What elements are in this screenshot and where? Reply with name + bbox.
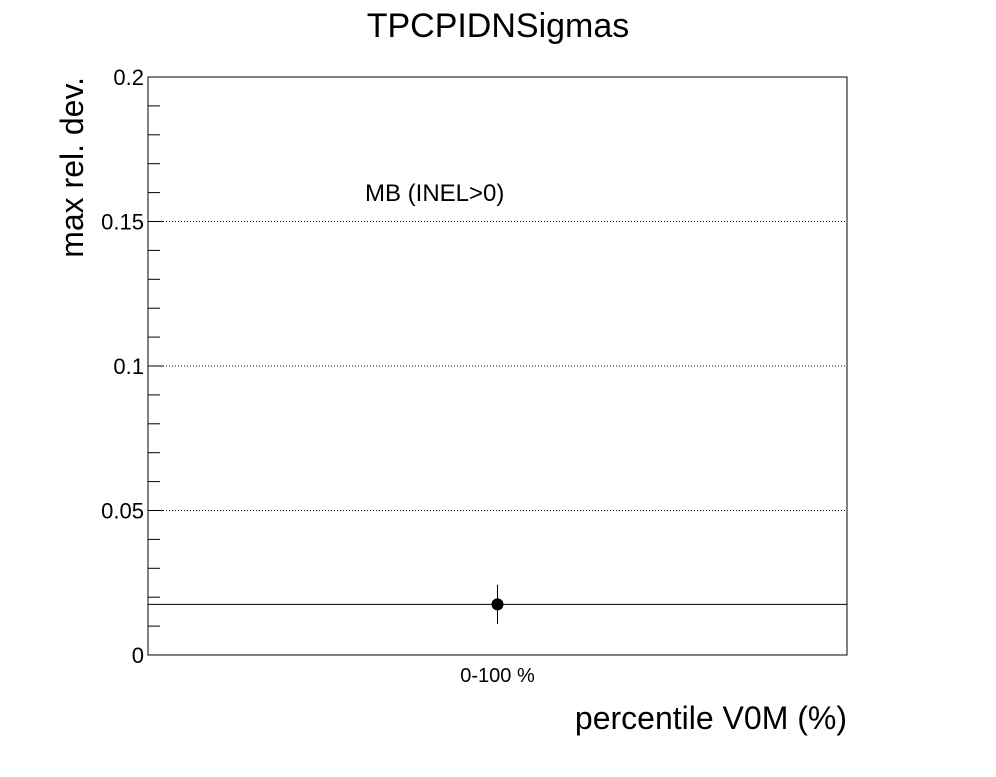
chart-title: TPCPIDNSigmas [367, 7, 630, 45]
y-tick-label: 0 [132, 643, 144, 668]
y-tick-label: 0.15 [101, 210, 144, 235]
grid-layer [148, 76, 847, 656]
data-layer [148, 584, 847, 625]
data-point [491, 598, 504, 611]
y-axis-label: max rel. dev. [54, 77, 90, 258]
chart-annotation: MB (INEL>0) [365, 180, 504, 207]
y-tick-labels: 0 0.05 0.1 0.15 0.2 [101, 65, 144, 668]
y-tick-label: 0.1 [113, 354, 144, 379]
y-tick-label: 0.2 [113, 65, 144, 90]
x-axis-label: percentile V0M (%) [575, 700, 847, 736]
y-tick-label: 0.05 [101, 499, 144, 524]
x-category-labels: 0-100 % [460, 665, 535, 687]
ticks-layer [148, 76, 164, 656]
x-category-label: 0-100 % [460, 665, 535, 687]
